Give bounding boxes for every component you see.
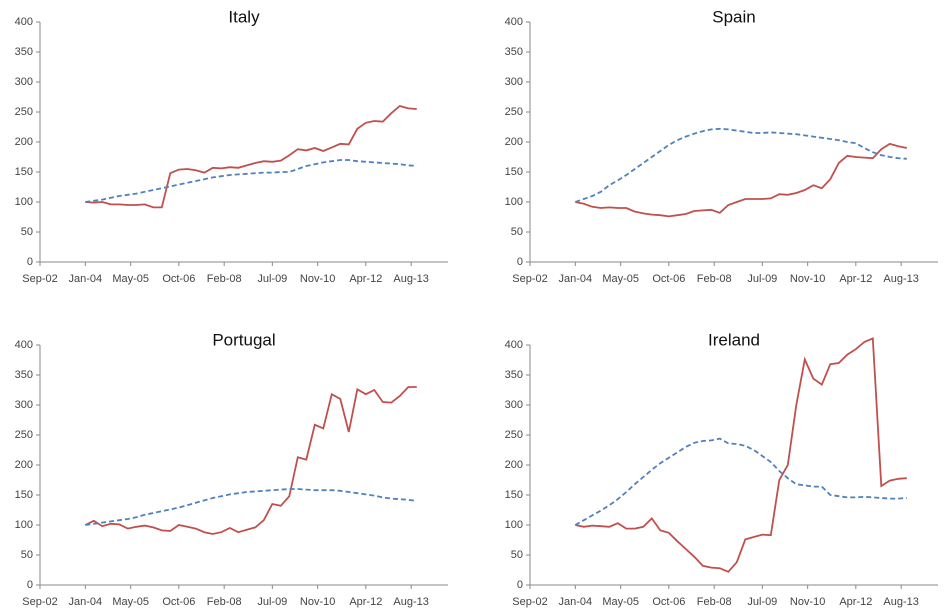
y-tick-label: 350 [505,46,523,58]
x-tick-label: Oct-06 [652,273,685,285]
x-tick-label: Jul-09 [257,273,287,285]
y-tick-label: 200 [505,136,523,148]
x-tick-label: Feb-08 [207,596,242,608]
chart-title: Spain [712,7,755,26]
x-tick-label: Apr-12 [349,596,382,608]
series-line [84,386,417,535]
series-line [575,337,907,573]
y-tick-label: 250 [505,106,523,118]
x-tick-label: Jan-04 [69,596,103,608]
y-tick-label: 400 [15,16,33,28]
x-tick-label: Nov-10 [300,596,335,608]
series-line [85,159,417,203]
y-tick-label: 400 [15,339,33,351]
y-tick-label: 150 [15,166,33,178]
y-tick-label: 0 [27,256,33,268]
y-tick-label: 150 [505,166,523,178]
chart-panel: Italy 0 50 100 150 200 250 300 350 400 Sep-02 Jan-0… [15,7,448,285]
chart-title: Portugal [212,330,275,349]
x-tick-label: Sep-02 [512,273,547,285]
chart-panel: Spain 0 50 100 150 200 250 300 350 400 Sep-02 Jan-0… [505,7,938,285]
y-tick-label: 250 [15,106,33,118]
x-tick-label: Oct-06 [162,596,195,608]
x-tick-label: Aug-13 [393,273,428,285]
x-tick-label: Aug-13 [883,273,918,285]
x-tick-label: Nov-10 [790,596,825,608]
x-tick-label: Sep-02 [22,596,57,608]
x-tick-label: Sep-02 [22,273,57,285]
x-tick-label: Apr-12 [839,273,872,285]
y-tick-label: 200 [15,459,33,471]
y-tick-label: 350 [15,46,33,58]
y-tick-label: 0 [517,256,523,268]
x-tick-label: Sep-02 [512,596,547,608]
y-tick-label: 300 [505,76,523,88]
y-tick-label: 150 [505,489,523,501]
x-tick-label: Nov-10 [790,273,825,285]
series-line [575,127,907,203]
y-tick-label: 300 [15,76,33,88]
x-tick-label: Jan-04 [559,273,593,285]
y-tick-label: 200 [15,136,33,148]
chart-title: Italy [228,7,260,26]
y-tick-label: 50 [21,549,33,561]
y-tick-label: 400 [505,339,523,351]
y-tick-label: 200 [505,459,523,471]
chart-title: Ireland [708,330,760,349]
x-tick-label: Apr-12 [839,596,872,608]
x-tick-label: Jan-04 [559,596,593,608]
x-tick-label: May-05 [112,596,149,608]
y-tick-label: 0 [517,579,523,591]
y-tick-label: 100 [15,519,33,531]
y-tick-label: 100 [505,196,523,208]
series-line [85,105,417,209]
series-line [85,488,417,526]
x-tick-label: Feb-08 [207,273,242,285]
x-tick-label: May-05 [602,596,639,608]
series-line [575,142,907,218]
x-tick-label: Jul-09 [747,596,777,608]
y-tick-label: 0 [27,579,33,591]
x-tick-label: Nov-10 [300,273,335,285]
x-tick-label: Feb-08 [697,596,732,608]
y-tick-label: 300 [505,399,523,411]
y-tick-label: 100 [505,519,523,531]
x-tick-label: Oct-06 [162,273,195,285]
y-tick-label: 250 [15,429,33,441]
y-tick-label: 50 [511,226,523,238]
x-tick-label: Feb-08 [697,273,732,285]
chart-panel: Ireland 0 50 100 150 200 250 300 350 400 Sep-02 Jan… [505,330,938,608]
x-tick-label: Oct-06 [652,596,685,608]
series-line [574,437,907,526]
x-tick-label: Aug-13 [393,596,428,608]
y-tick-label: 100 [15,196,33,208]
y-tick-label: 350 [15,369,33,381]
chart-panel: Portugal 0 50 100 150 200 250 300 350 400 Sep-02 Ja… [15,330,448,608]
x-tick-label: Jul-09 [257,596,287,608]
y-tick-label: 150 [15,489,33,501]
x-tick-label: May-05 [112,273,149,285]
y-tick-label: 300 [15,399,33,411]
x-tick-label: Jul-09 [747,273,777,285]
x-tick-label: Aug-13 [883,596,918,608]
y-tick-label: 400 [505,16,523,28]
x-tick-label: Jan-04 [69,273,103,285]
x-tick-label: Apr-12 [349,273,382,285]
y-tick-label: 50 [21,226,33,238]
y-tick-label: 50 [511,549,523,561]
x-tick-label: May-05 [602,273,639,285]
y-tick-label: 350 [505,369,523,381]
y-tick-label: 250 [505,429,523,441]
